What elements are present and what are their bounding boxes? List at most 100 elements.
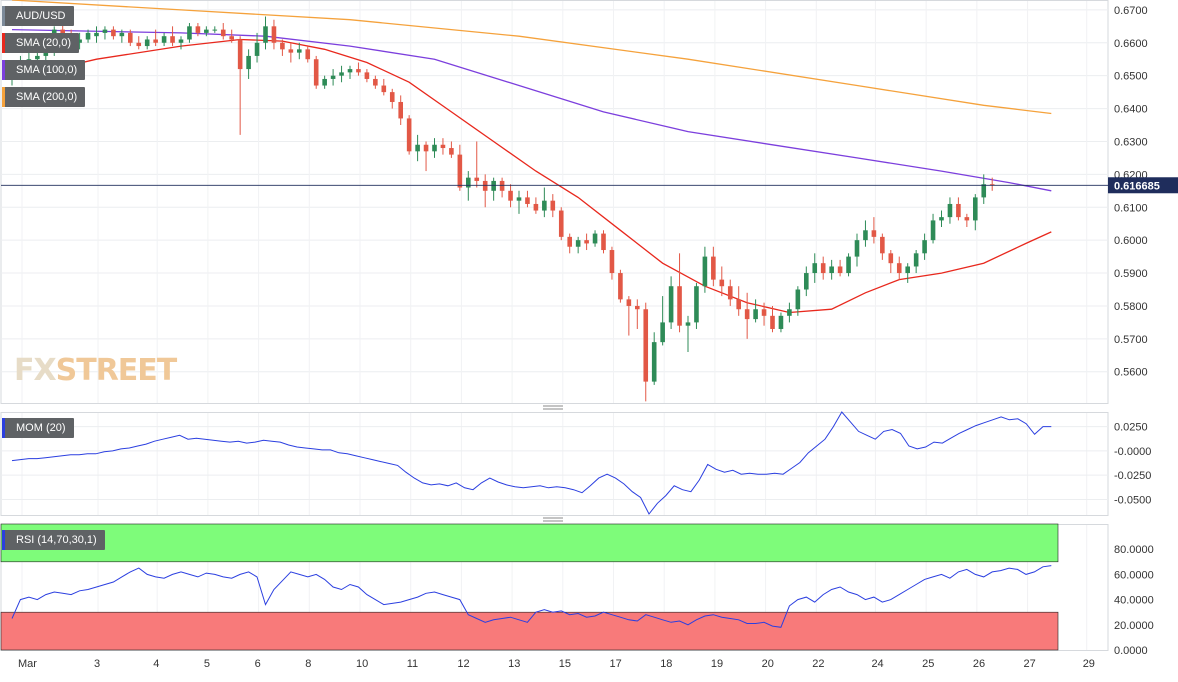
legend-sma-200[interactable]: SMA (200,0): [2, 87, 86, 107]
candle-bullish: [254, 42, 260, 56]
legend-swatch-symbol: [2, 6, 5, 26]
x-tick-label: 10: [356, 658, 368, 670]
candle-bullish: [432, 144, 437, 152]
candle-bullish: [795, 289, 801, 310]
x-tick-label: 26: [973, 658, 985, 670]
candle-bearish: [440, 144, 446, 149]
candle-bearish: [508, 190, 513, 201]
candle-bearish: [305, 49, 311, 60]
last-price-label: 0.616685: [1114, 180, 1160, 192]
rsi-line: [11, 565, 1052, 628]
candle-bearish: [677, 286, 682, 326]
candle-bearish: [499, 180, 505, 191]
legend-sma-100-label: SMA (100,0): [16, 64, 78, 76]
price-tick-label: 0.6400: [1114, 104, 1148, 116]
legend-swatch-sma-200: [2, 87, 5, 107]
x-tick-label: 27: [1024, 658, 1036, 670]
rsi-overbought-band: [0, 523, 1059, 563]
price-tick-label: 0.6000: [1114, 235, 1148, 247]
mom-tick-label: 0.0250: [1114, 422, 1148, 434]
candle-bearish: [820, 263, 826, 274]
legend-sma-20[interactable]: SMA (20,0): [2, 33, 80, 53]
candle-bearish: [964, 217, 970, 221]
candle-bullish: [330, 75, 336, 79]
candle-bearish: [381, 85, 387, 93]
mom-tick-label: -0.0250: [1114, 470, 1151, 482]
legend-mom-label: MOM (20): [16, 422, 66, 434]
legend-sma-100[interactable]: SMA (100,0): [2, 60, 86, 80]
candle-bullish: [263, 26, 268, 43]
x-tick-label: 17: [610, 658, 622, 670]
candle-bearish: [896, 263, 902, 274]
candle-bearish: [229, 36, 234, 40]
candle-bullish: [339, 72, 344, 76]
candle-bullish: [913, 253, 919, 267]
candle-bullish: [77, 39, 82, 43]
candle-bullish: [85, 32, 91, 40]
price-tick-label: 0.5600: [1114, 367, 1148, 379]
candle-bullish: [651, 342, 657, 382]
candle-bearish: [482, 180, 488, 191]
candle-bullish: [119, 32, 125, 37]
candle-bullish: [322, 78, 327, 86]
candle-bearish: [271, 26, 277, 43]
candle-bullish: [812, 263, 818, 274]
legend-sma-20-label: SMA (20,0): [16, 37, 72, 49]
candle-bearish: [356, 69, 361, 73]
legend-swatch-rsi: [2, 530, 5, 550]
candle-bullish: [161, 36, 167, 43]
candle-bullish: [846, 256, 851, 274]
panel-2-frame: [0, 412, 1109, 516]
legend-symbol[interactable]: AUD/USD: [2, 6, 74, 26]
x-tick-label: 18: [660, 658, 672, 670]
candle-bearish: [525, 197, 530, 204]
legend-rsi-label: RSI (14,70,30,1): [16, 534, 97, 546]
price-tick-label: 0.6700: [1114, 5, 1148, 17]
x-tick-label: 3: [94, 658, 100, 670]
candle-bullish: [43, 52, 49, 56]
candle-bullish: [973, 197, 978, 221]
candle-bullish: [491, 180, 496, 191]
candle-bearish: [736, 299, 741, 310]
candle-bearish: [474, 177, 480, 181]
candle-bearish: [373, 78, 378, 86]
candle-bullish: [947, 203, 953, 218]
candle-bullish: [753, 309, 758, 320]
candle-bearish: [635, 305, 640, 310]
x-tick-label: 4: [153, 658, 159, 670]
candle-bullish: [347, 69, 353, 73]
x-tick-label: 12: [457, 658, 469, 670]
candle-bearish: [449, 148, 454, 155]
candle-bearish: [567, 236, 572, 247]
last-price-tag: [1108, 177, 1178, 194]
legend-rsi[interactable]: RSI (14,70,30,1): [2, 530, 105, 550]
mom-tick-label: -0.0000: [1114, 446, 1151, 458]
x-tick-label: 19: [711, 658, 723, 670]
x-tick-label: 6: [255, 658, 261, 670]
x-tick-label: Mar: [18, 658, 37, 670]
candle-bearish: [837, 266, 843, 274]
candle-bullish: [939, 217, 944, 221]
x-tick-label: 11: [407, 658, 418, 670]
price-tick-label: 0.6100: [1114, 202, 1148, 214]
candle-bearish: [170, 36, 175, 43]
candle-bearish: [313, 59, 319, 86]
candle-bullish: [102, 29, 108, 33]
x-tick-label: 22: [812, 658, 824, 670]
candle-bearish: [237, 39, 243, 70]
candle-bullish: [542, 200, 547, 211]
fxstreet-logo: FXSTREET: [14, 353, 177, 388]
price-tick-label: 0.6300: [1114, 136, 1148, 148]
candle-bullish: [516, 197, 522, 201]
candle-bearish: [136, 42, 142, 47]
candle-bullish: [297, 49, 302, 53]
x-tick-label: 15: [559, 658, 571, 670]
candle-bearish: [626, 299, 632, 306]
candle-bearish: [761, 309, 767, 316]
candle-bearish: [871, 230, 877, 237]
legend-mom[interactable]: MOM (20): [2, 418, 74, 438]
candle-bearish: [770, 315, 775, 329]
candle-bullish: [930, 220, 936, 241]
candle-bearish: [558, 210, 564, 237]
